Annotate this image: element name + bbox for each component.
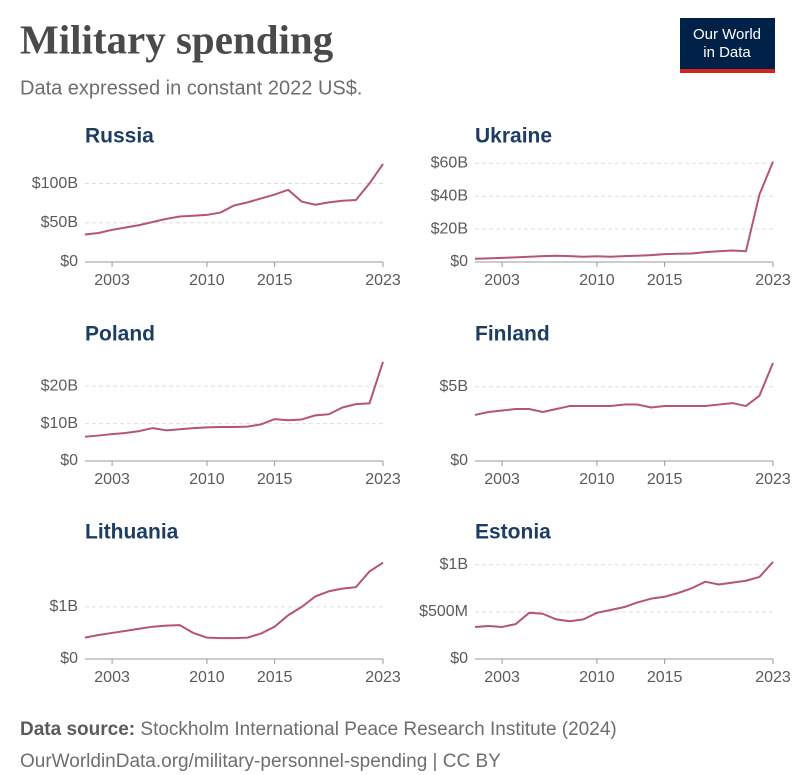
y-tick-label: $0: [60, 253, 78, 270]
data-line: [474, 161, 774, 260]
y-tick-label: $60B: [431, 155, 468, 172]
x-tick-label: 2023: [365, 272, 401, 289]
data-line: [474, 561, 774, 628]
y-tick-label: $1B: [440, 556, 468, 573]
y-tick-label: $20B: [431, 220, 468, 237]
y-tick-label: $40B: [431, 187, 468, 204]
x-tick-label: 2003: [484, 471, 520, 488]
chart-title: Ukraine: [475, 125, 552, 148]
chart-title: Lithuania: [85, 521, 179, 544]
x-tick-label: 2015: [647, 471, 683, 488]
y-tick-label: $0: [450, 452, 468, 469]
x-tick-label: 2003: [94, 669, 130, 686]
x-tick-label: 2010: [579, 471, 615, 488]
y-tick-label: $0: [60, 452, 78, 469]
x-tick-label: 2003: [94, 272, 130, 289]
logo-bar: [680, 69, 775, 73]
y-tick-label: $500M: [419, 603, 468, 620]
y-tick-label: $5B: [440, 378, 468, 395]
y-tick-label: $0: [60, 650, 78, 667]
chart-title: Russia: [85, 125, 154, 148]
source-text: Stockholm International Peace Research I…: [140, 719, 616, 740]
source: Data source: Stockholm International Pea…: [20, 719, 617, 740]
y-tick-label: $50B: [41, 214, 78, 231]
data-line: [84, 561, 384, 640]
x-tick-label: 2023: [365, 669, 401, 686]
y-tick-label: $1B: [50, 598, 78, 615]
y-tick-label: $10B: [41, 415, 78, 432]
x-tick-label: 2003: [484, 669, 520, 686]
x-tick-label: 2010: [189, 669, 225, 686]
x-tick-label: 2003: [484, 272, 520, 289]
y-tick-label: $100B: [32, 175, 78, 192]
logo-text: Our World: [693, 26, 761, 43]
data-line: [474, 362, 774, 416]
x-tick-label: 2023: [365, 471, 401, 488]
x-tick-label: 2015: [257, 471, 293, 488]
x-tick-label: 2010: [579, 272, 615, 289]
x-tick-label: 2015: [257, 272, 293, 289]
chart-title: Poland: [85, 323, 155, 346]
x-tick-label: 2003: [94, 471, 130, 488]
x-tick-label: 2010: [189, 471, 225, 488]
data-line: [84, 361, 384, 438]
subtitle: Data expressed in constant 2022 US$.: [20, 77, 362, 99]
x-tick-label: 2023: [755, 471, 791, 488]
y-tick-label: $0: [450, 650, 468, 667]
x-tick-label: 2023: [755, 669, 791, 686]
chart-title: Estonia: [475, 521, 551, 544]
title: Military spending: [20, 16, 334, 62]
x-tick-label: 2015: [647, 669, 683, 686]
source-label: Data source:: [20, 719, 135, 740]
y-tick-label: $20B: [41, 377, 78, 394]
x-tick-label: 2023: [755, 272, 791, 289]
footer: OurWorldinData.org/military-personnel-sp…: [20, 751, 501, 772]
logo-box: [680, 18, 775, 69]
x-tick-label: 2015: [647, 272, 683, 289]
chart-title: Finland: [475, 323, 550, 346]
data-line: [84, 163, 384, 236]
logo-text: in Data: [703, 44, 751, 61]
x-tick-label: 2010: [579, 669, 615, 686]
x-tick-label: 2010: [189, 272, 225, 289]
x-tick-label: 2015: [257, 669, 293, 686]
y-tick-label: $0: [450, 253, 468, 270]
